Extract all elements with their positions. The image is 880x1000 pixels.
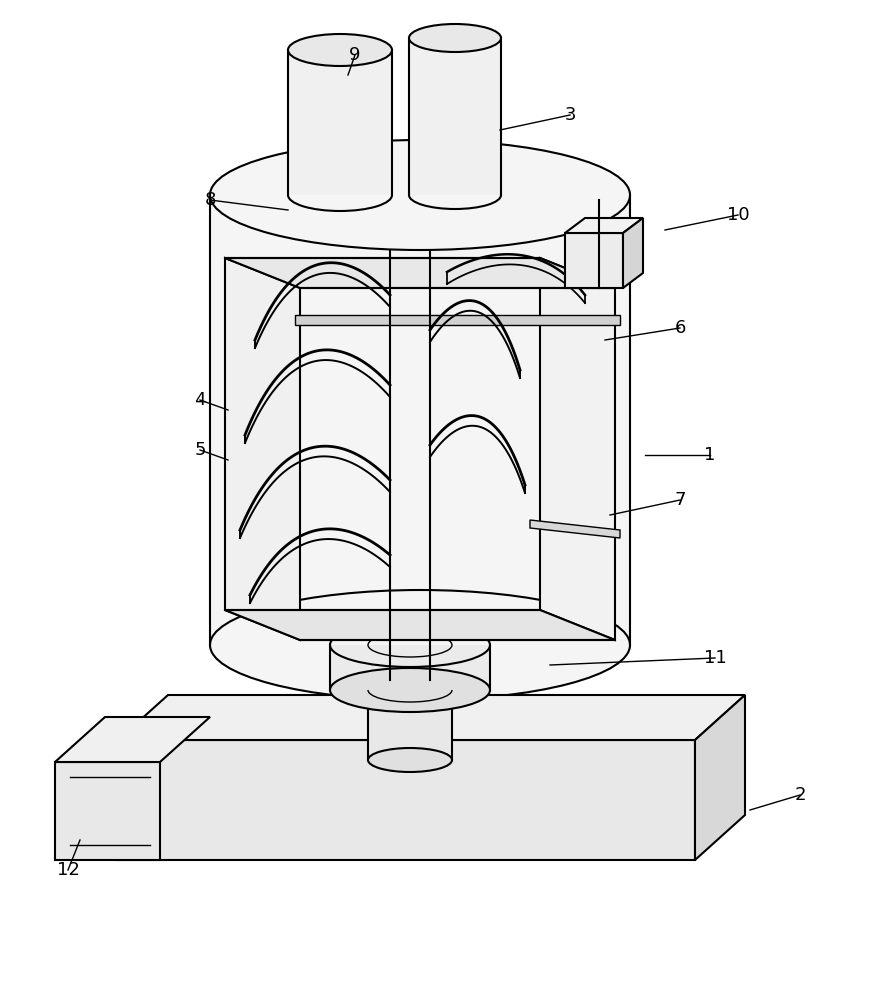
Polygon shape [225, 258, 300, 640]
Polygon shape [55, 762, 160, 860]
Polygon shape [55, 717, 210, 762]
Text: 6: 6 [674, 319, 686, 337]
Text: 10: 10 [727, 206, 749, 224]
Text: 7: 7 [674, 491, 686, 509]
Text: 5: 5 [194, 441, 206, 459]
Ellipse shape [409, 24, 501, 52]
Text: 3: 3 [564, 106, 576, 124]
Polygon shape [225, 610, 615, 640]
Polygon shape [225, 258, 615, 288]
Polygon shape [330, 645, 490, 690]
Polygon shape [695, 695, 745, 860]
Polygon shape [118, 740, 695, 860]
Polygon shape [565, 233, 623, 288]
Ellipse shape [210, 590, 630, 700]
Polygon shape [210, 195, 630, 645]
Polygon shape [623, 218, 643, 288]
Polygon shape [118, 695, 745, 740]
Polygon shape [288, 50, 392, 195]
Polygon shape [530, 520, 620, 538]
Polygon shape [295, 315, 620, 325]
Text: 1: 1 [704, 446, 715, 464]
Polygon shape [409, 38, 501, 195]
Polygon shape [565, 218, 643, 233]
Ellipse shape [330, 668, 490, 712]
Ellipse shape [210, 140, 630, 250]
Ellipse shape [288, 34, 392, 66]
Text: 11: 11 [704, 649, 726, 667]
Text: 12: 12 [56, 861, 79, 879]
Text: 2: 2 [795, 786, 806, 804]
Polygon shape [540, 258, 615, 640]
Text: 9: 9 [349, 46, 361, 64]
Text: 4: 4 [194, 391, 206, 409]
Polygon shape [368, 690, 452, 760]
Text: 8: 8 [204, 191, 216, 209]
Ellipse shape [368, 748, 452, 772]
